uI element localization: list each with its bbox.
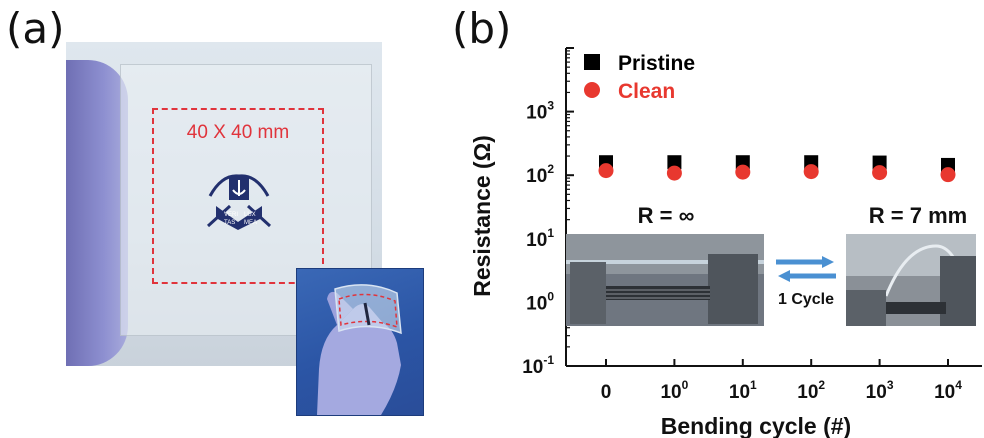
emblem-text-2: TAS bbox=[224, 220, 235, 226]
y-tick-label: 100 bbox=[526, 289, 554, 314]
legend: Pristine Clean bbox=[584, 52, 695, 103]
panel-b-label: (b) bbox=[452, 4, 512, 53]
transparent-film-photo: 40 X 40 mm VERI LUX TAS MEA bbox=[66, 42, 382, 366]
cycle-label: 1 Cycle bbox=[778, 291, 834, 308]
pristine-point bbox=[667, 155, 682, 170]
emblem-text-4: MEA bbox=[244, 220, 257, 226]
resistance-chart: 10-1 100 101 102 103 0 100 101 102 103 104 Resist… bbox=[469, 47, 982, 438]
clean-point bbox=[803, 164, 819, 180]
x-tick-label: 104 bbox=[934, 378, 962, 403]
legend-label: Pristine bbox=[618, 52, 695, 75]
bent-film-icon bbox=[334, 284, 402, 335]
y-tick-label: 10-1 bbox=[522, 353, 554, 378]
legend-square-icon bbox=[584, 54, 600, 70]
emblem-text-1: VERI bbox=[224, 212, 238, 218]
clean-point bbox=[940, 167, 956, 183]
y-axis-title: Resistance (Ω) bbox=[469, 135, 495, 297]
panel-a-label: (a) bbox=[6, 4, 65, 53]
legend-label: Clean bbox=[618, 80, 675, 103]
data-markers bbox=[598, 155, 956, 183]
glove-hand-icon bbox=[317, 304, 401, 415]
y-tick-label: 102 bbox=[526, 162, 554, 187]
emblem-text-3: LUX bbox=[244, 212, 256, 218]
dimension-box: 40 X 40 mm bbox=[152, 108, 324, 284]
glove-thumb bbox=[66, 60, 128, 366]
clean-point bbox=[666, 165, 682, 181]
y-tick-label: 101 bbox=[526, 226, 554, 251]
clean-point bbox=[872, 165, 888, 181]
y-tick-label: 103 bbox=[526, 99, 554, 124]
x-tick-label: 0 bbox=[601, 382, 612, 403]
bent-film-inset-photo bbox=[296, 268, 424, 416]
legend-circle-icon bbox=[584, 82, 600, 98]
x-axis-title: Bending cycle (#) bbox=[661, 413, 851, 438]
y-tick-labels: 10-1 100 101 102 103 bbox=[522, 99, 554, 378]
flat-state-photo bbox=[566, 234, 764, 326]
university-emblem-icon: VERI LUX TAS MEA bbox=[206, 174, 272, 230]
clean-point bbox=[735, 164, 751, 180]
clean-point bbox=[598, 163, 614, 179]
x-tick-label: 101 bbox=[729, 378, 757, 403]
bent-state-photo bbox=[846, 234, 976, 326]
x-tick-labels: 0 100 101 102 103 104 bbox=[601, 378, 963, 403]
x-tick-label: 103 bbox=[866, 378, 894, 403]
dimension-label: 40 X 40 mm bbox=[186, 122, 290, 143]
x-tick-label: 102 bbox=[797, 378, 825, 403]
x-tick-label: 100 bbox=[660, 378, 688, 403]
bent-state-label: R = 7 mm bbox=[869, 203, 967, 228]
flat-state-label: R = ∞ bbox=[638, 203, 695, 228]
cycle-arrows-icon bbox=[776, 256, 836, 282]
